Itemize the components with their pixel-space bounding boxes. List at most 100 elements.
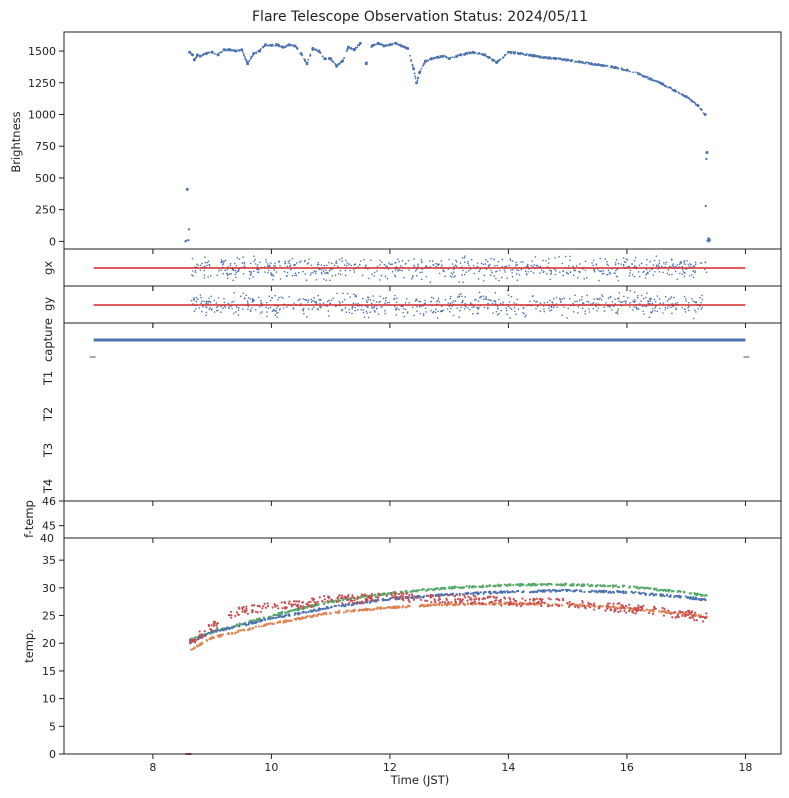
gy-point bbox=[381, 306, 383, 308]
temp-point bbox=[407, 599, 410, 602]
temp-point bbox=[695, 593, 698, 597]
temp-point bbox=[488, 584, 491, 588]
gy-point bbox=[259, 312, 262, 315]
gx-point bbox=[690, 274, 693, 276]
gy-point bbox=[251, 299, 254, 302]
gx-point bbox=[229, 262, 232, 265]
temp-point bbox=[622, 592, 625, 595]
temp-point bbox=[540, 601, 544, 604]
gx-point bbox=[325, 264, 328, 267]
gy-point bbox=[437, 297, 440, 300]
temp-point bbox=[604, 609, 607, 612]
temp-point bbox=[684, 610, 688, 614]
gx-point bbox=[648, 270, 651, 272]
temp-series-blue bbox=[189, 588, 707, 645]
gx-point bbox=[359, 260, 362, 262]
gy-point bbox=[406, 312, 409, 314]
gx-point bbox=[623, 261, 626, 263]
brightness-panel-frame bbox=[63, 31, 782, 250]
gy-point bbox=[496, 305, 499, 308]
temp-point bbox=[371, 599, 375, 602]
gy-point bbox=[642, 310, 644, 313]
temp-point bbox=[702, 620, 705, 623]
brightness-trace-point bbox=[378, 42, 381, 45]
gy-point bbox=[635, 306, 637, 309]
gx-point bbox=[234, 273, 237, 276]
gx-point bbox=[380, 274, 383, 277]
temp-point bbox=[397, 592, 401, 596]
gx-point bbox=[658, 270, 661, 273]
gx-point bbox=[595, 263, 598, 265]
gx-point bbox=[668, 265, 671, 268]
temp-point bbox=[533, 590, 536, 593]
brightness-trace-point bbox=[352, 48, 355, 50]
temp-point bbox=[337, 604, 340, 607]
gy-point bbox=[339, 302, 342, 304]
temp-point bbox=[360, 602, 363, 605]
temp-point bbox=[532, 582, 535, 586]
brightness-trace-point bbox=[295, 47, 298, 50]
gy-point bbox=[232, 300, 235, 303]
temp-point bbox=[353, 597, 357, 600]
brightness-trace-point bbox=[293, 45, 296, 47]
temp-point bbox=[200, 643, 203, 646]
temp-point bbox=[247, 622, 251, 625]
temp-point bbox=[216, 626, 219, 629]
temp-point bbox=[665, 593, 668, 596]
gx-point bbox=[643, 270, 645, 273]
gy-point bbox=[505, 309, 508, 312]
temp-point bbox=[402, 599, 405, 602]
gy-point bbox=[580, 298, 583, 301]
gy-point bbox=[395, 309, 397, 311]
temp-point bbox=[288, 600, 291, 603]
temp-point bbox=[299, 604, 302, 608]
gx-point bbox=[579, 263, 581, 265]
temp-point bbox=[200, 641, 204, 644]
gy-point bbox=[394, 305, 396, 308]
brightness-trace-point bbox=[686, 96, 689, 99]
temp-point bbox=[389, 591, 392, 595]
gy-point bbox=[372, 299, 375, 302]
temp-point bbox=[632, 611, 635, 614]
temp-point bbox=[597, 607, 600, 610]
brightness-trace-point bbox=[660, 82, 663, 84]
gx-point bbox=[412, 276, 414, 278]
gx-point bbox=[613, 272, 616, 274]
gy-point bbox=[330, 299, 333, 302]
temp-point bbox=[264, 606, 268, 609]
brightness-trace-point bbox=[471, 51, 473, 54]
brightness-trace-point bbox=[237, 48, 240, 51]
temp-point bbox=[488, 601, 491, 604]
temp-point bbox=[235, 611, 238, 614]
temp-point bbox=[593, 608, 596, 611]
gx-point bbox=[310, 272, 313, 274]
temp-point bbox=[356, 595, 359, 598]
temp-point bbox=[238, 622, 241, 625]
temp-point bbox=[697, 597, 700, 601]
temp-point bbox=[218, 635, 221, 638]
gx-point bbox=[493, 258, 495, 261]
brightness-trace-point bbox=[339, 61, 342, 64]
gy-point bbox=[603, 306, 605, 309]
gx-point bbox=[288, 259, 291, 262]
gx-point bbox=[291, 257, 294, 260]
gy-point bbox=[480, 295, 482, 298]
gx-point bbox=[622, 257, 625, 259]
gx-point bbox=[645, 264, 648, 266]
temp-point bbox=[573, 589, 577, 592]
gx-point bbox=[354, 263, 357, 265]
temp-point bbox=[269, 617, 272, 620]
temp-point bbox=[605, 607, 609, 610]
gy-point bbox=[260, 302, 262, 304]
gx-point bbox=[420, 258, 423, 261]
temp-point bbox=[361, 609, 364, 612]
temp-point bbox=[471, 585, 474, 588]
temp-point bbox=[207, 631, 210, 634]
brightness-trace-point bbox=[375, 43, 377, 46]
gx-point bbox=[269, 264, 271, 267]
temp-point bbox=[645, 608, 649, 611]
gy-point bbox=[701, 298, 704, 301]
gy-point bbox=[315, 300, 318, 303]
temp-point bbox=[370, 595, 373, 598]
gy-point bbox=[563, 306, 565, 308]
